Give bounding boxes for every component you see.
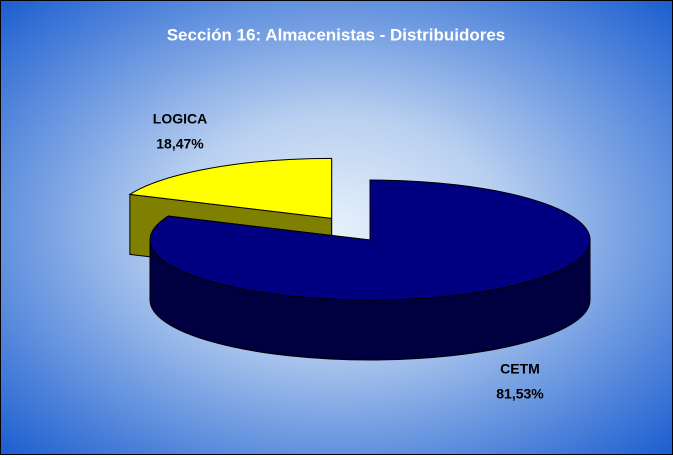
slice-label: LOGICA <box>153 111 207 127</box>
value-label: 18,47% <box>156 136 204 152</box>
slice-label: CETM <box>500 361 540 377</box>
slice-top <box>128 157 333 219</box>
value-label: 81,53% <box>496 386 544 402</box>
chart-title: Sección 16: Almacenistas - Distribuidore… <box>167 25 506 44</box>
pie <box>128 157 591 361</box>
slice <box>149 179 591 361</box>
slice-top <box>149 179 591 301</box>
